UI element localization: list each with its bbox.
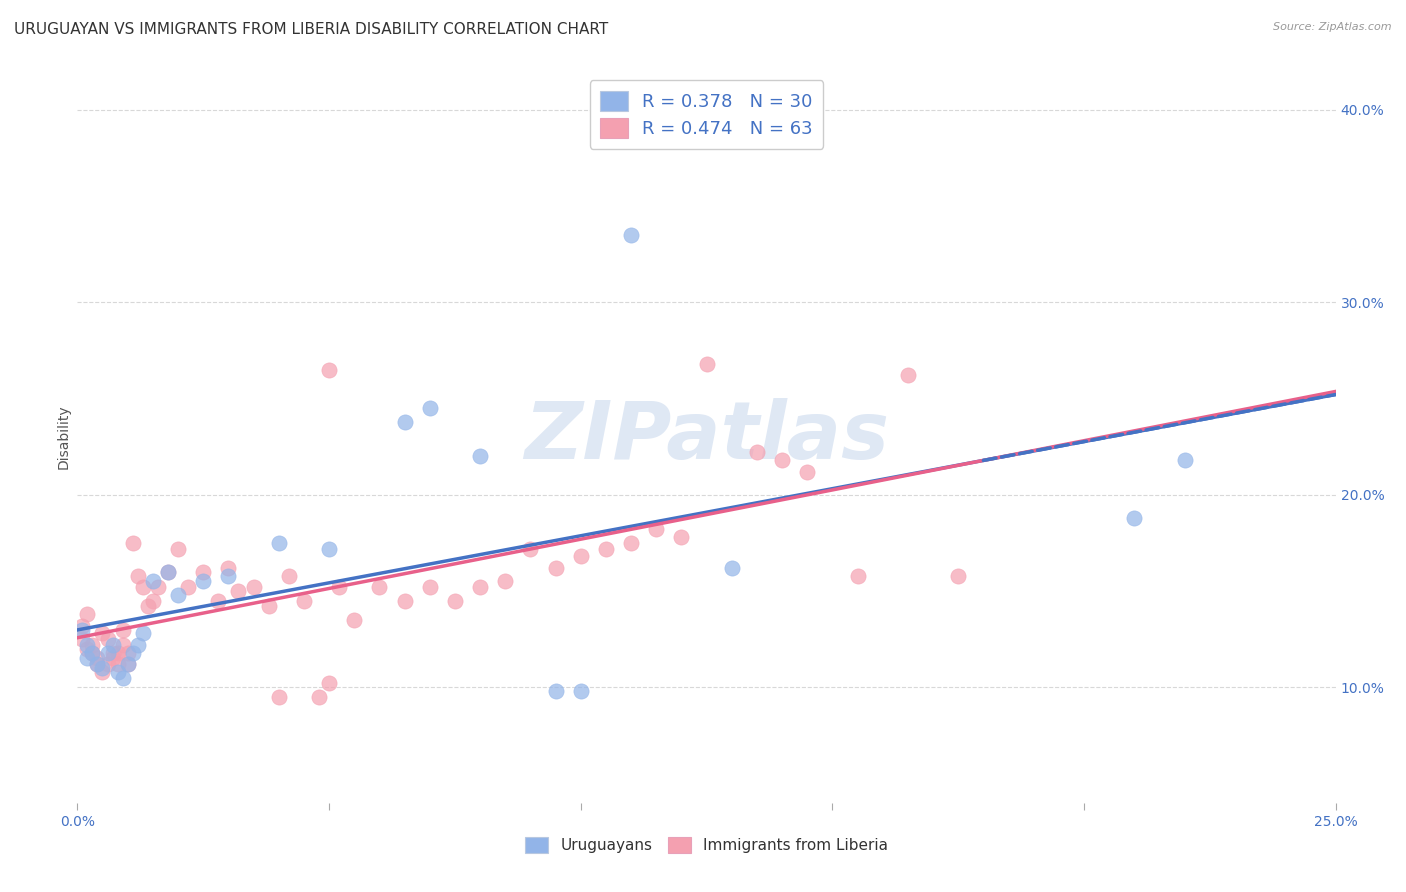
Point [267,536,290,550]
Point [544,561,567,575]
Point [745,445,768,459]
Point [121,646,143,660]
Point [76,651,98,665]
Point [671,530,693,544]
Point [292,593,315,607]
Point [76,607,98,622]
Point [156,565,179,579]
Point [277,568,299,582]
Point [217,561,239,575]
Point [796,465,818,479]
Point [111,671,134,685]
Point [132,580,155,594]
Point [328,580,350,594]
Point [419,401,441,416]
Point [101,638,124,652]
Point [127,568,149,582]
Point [318,362,340,376]
Point [86,657,108,672]
Point [191,574,215,589]
Point [142,574,165,589]
Point [696,357,718,371]
Point [1123,511,1146,525]
Point [308,690,330,704]
Point [368,580,391,594]
Point [76,641,98,656]
Point [948,568,970,582]
Point [82,646,104,660]
Point [127,638,149,652]
Point [146,580,169,594]
Point [117,657,139,672]
Point [91,665,114,679]
Point [394,415,416,429]
Point [1174,453,1197,467]
Point [91,626,114,640]
Point [72,623,94,637]
Point [228,584,250,599]
Point [468,450,491,464]
Point [519,541,541,556]
Point [86,657,108,672]
Point [117,657,139,672]
Point [595,541,617,556]
Point [620,227,643,242]
Point [846,568,869,582]
Point [620,536,643,550]
Point [394,593,416,607]
Point [72,632,94,647]
Point [770,453,793,467]
Point [468,580,491,594]
Point [91,661,114,675]
Point [569,549,592,564]
Point [167,588,190,602]
Point [101,651,124,665]
Point [107,657,129,672]
Point [267,690,290,704]
Point [136,599,159,614]
Point [96,632,118,647]
Point [86,651,108,665]
Point [444,593,467,607]
Text: Source: ZipAtlas.com: Source: ZipAtlas.com [1274,22,1392,32]
Point [191,565,215,579]
Point [96,646,118,660]
Point [242,580,264,594]
Point [96,657,118,672]
Point [82,638,104,652]
Text: URUGUAYAN VS IMMIGRANTS FROM LIBERIA DISABILITY CORRELATION CHART: URUGUAYAN VS IMMIGRANTS FROM LIBERIA DIS… [14,22,609,37]
Point [217,568,239,582]
Point [897,368,920,383]
Point [111,638,134,652]
Point [544,684,567,698]
Point [645,523,668,537]
Y-axis label: Disability: Disability [56,405,70,469]
Point [419,580,441,594]
Point [72,618,94,632]
Point [142,593,165,607]
Point [121,536,143,550]
Point [720,561,742,575]
Point [101,646,124,660]
Point [156,565,179,579]
Point [207,593,229,607]
Point [107,665,129,679]
Point [318,676,340,690]
Point [343,613,366,627]
Point [318,541,340,556]
Point [107,646,129,660]
Point [177,580,200,594]
Point [132,626,155,640]
Point [257,599,280,614]
Point [494,574,516,589]
Point [82,646,104,660]
Point [111,623,134,637]
Point [117,646,139,660]
Point [76,638,98,652]
Point [167,541,190,556]
Legend: Uruguayans, Immigrants from Liberia: Uruguayans, Immigrants from Liberia [517,829,896,861]
Text: ZIPatlas: ZIPatlas [524,398,889,476]
Point [569,684,592,698]
